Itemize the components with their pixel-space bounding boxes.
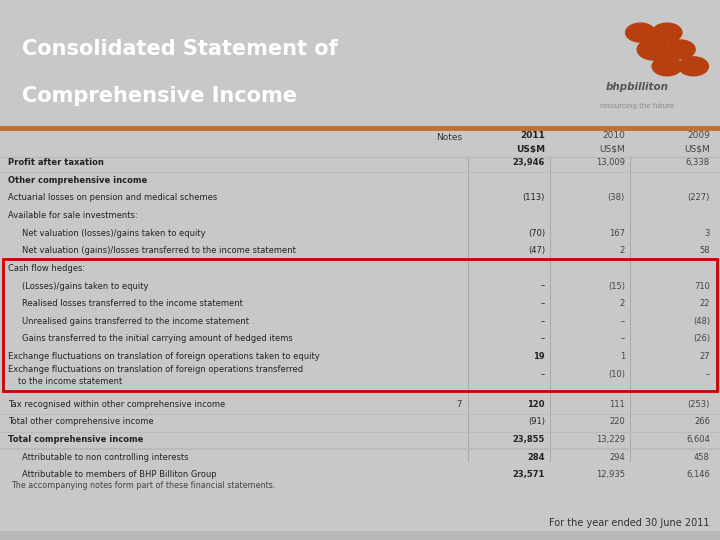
Text: to the income statement: to the income statement xyxy=(18,377,122,386)
Text: Available for sale investments:: Available for sale investments: xyxy=(8,211,138,220)
Text: 266: 266 xyxy=(694,417,710,426)
Text: (15): (15) xyxy=(608,281,625,291)
Text: –: – xyxy=(621,317,625,326)
Text: 13,229: 13,229 xyxy=(596,435,625,444)
Text: Notes: Notes xyxy=(436,133,462,141)
Text: 2: 2 xyxy=(620,299,625,308)
Text: Other comprehensive income: Other comprehensive income xyxy=(8,176,148,185)
Text: 2: 2 xyxy=(620,246,625,255)
Text: –: – xyxy=(541,334,545,343)
Text: 58: 58 xyxy=(699,246,710,255)
Text: 13,009: 13,009 xyxy=(596,158,625,167)
Text: Consolidated Statement of: Consolidated Statement of xyxy=(22,39,338,59)
Text: (26): (26) xyxy=(693,334,710,343)
Text: (70): (70) xyxy=(528,228,545,238)
Text: 23,855: 23,855 xyxy=(513,435,545,444)
Text: Realised losses transferred to the income statement: Realised losses transferred to the incom… xyxy=(22,299,243,308)
Text: For the year ended 30 June 2011: For the year ended 30 June 2011 xyxy=(549,518,709,528)
Text: Profit after taxation: Profit after taxation xyxy=(8,158,104,167)
Text: resourcing the future: resourcing the future xyxy=(600,103,674,109)
Text: 2009: 2009 xyxy=(687,131,710,140)
Text: US$M: US$M xyxy=(599,145,625,153)
Text: Total other comprehensive income: Total other comprehensive income xyxy=(8,417,153,426)
Text: 7: 7 xyxy=(456,400,462,409)
Circle shape xyxy=(652,23,682,42)
Text: Unrealised gains transferred to the income statement: Unrealised gains transferred to the inco… xyxy=(22,317,249,326)
Text: 23,946: 23,946 xyxy=(513,158,545,167)
Text: 2010: 2010 xyxy=(602,131,625,140)
Text: (91): (91) xyxy=(528,417,545,426)
Text: Exchange fluctuations on translation of foreign operations taken to equity: Exchange fluctuations on translation of … xyxy=(8,352,320,361)
Text: US$M: US$M xyxy=(516,145,545,153)
Text: (Losses)/gains taken to equity: (Losses)/gains taken to equity xyxy=(22,281,148,291)
Text: 19: 19 xyxy=(534,352,545,361)
Circle shape xyxy=(665,40,696,59)
Text: (253): (253) xyxy=(688,400,710,409)
Circle shape xyxy=(652,57,682,76)
Text: bhpbilliton: bhpbilliton xyxy=(606,83,669,92)
Circle shape xyxy=(637,39,670,60)
Text: 220: 220 xyxy=(609,417,625,426)
Circle shape xyxy=(626,23,655,42)
Text: 6,338: 6,338 xyxy=(686,158,710,167)
Text: Attributable to members of BHP Billiton Group: Attributable to members of BHP Billiton … xyxy=(22,470,217,479)
Text: 12,935: 12,935 xyxy=(596,470,625,479)
Text: Comprehensive Income: Comprehensive Income xyxy=(22,86,297,106)
Text: –: – xyxy=(541,299,545,308)
Text: 6,146: 6,146 xyxy=(686,470,710,479)
Text: (10): (10) xyxy=(608,370,625,379)
Text: –: – xyxy=(706,370,710,379)
Text: Total comprehensive income: Total comprehensive income xyxy=(8,435,143,444)
Text: The accompanying notes form part of these financial statements.: The accompanying notes form part of thes… xyxy=(11,481,275,490)
Text: Attributable to non controlling interests: Attributable to non controlling interest… xyxy=(22,453,189,462)
Text: 22: 22 xyxy=(700,299,710,308)
Text: –: – xyxy=(621,334,625,343)
Text: 111: 111 xyxy=(609,400,625,409)
Text: 458: 458 xyxy=(694,453,710,462)
Text: 1: 1 xyxy=(620,352,625,361)
Text: 120: 120 xyxy=(528,400,545,409)
Text: –: – xyxy=(541,370,545,379)
Text: (38): (38) xyxy=(608,193,625,202)
Text: Gains transferred to the initial carrying amount of hedged items: Gains transferred to the initial carryin… xyxy=(22,334,293,343)
Text: Cash flow hedges:: Cash flow hedges: xyxy=(8,264,85,273)
Text: 23,571: 23,571 xyxy=(513,470,545,479)
Text: Net valuation (gains)/losses transferred to the income statement: Net valuation (gains)/losses transferred… xyxy=(22,246,296,255)
Text: Actuarial losses on pension and medical schemes: Actuarial losses on pension and medical … xyxy=(8,193,217,202)
Circle shape xyxy=(678,57,708,76)
Text: 710: 710 xyxy=(694,281,710,291)
Text: (48): (48) xyxy=(693,317,710,326)
Text: Tax recognised within other comprehensive income: Tax recognised within other comprehensiv… xyxy=(8,400,225,409)
Text: 27: 27 xyxy=(699,352,710,361)
Text: –: – xyxy=(541,317,545,326)
Text: (227): (227) xyxy=(688,193,710,202)
Text: 167: 167 xyxy=(609,228,625,238)
Text: (47): (47) xyxy=(528,246,545,255)
Text: US$M: US$M xyxy=(684,145,710,153)
Text: –: – xyxy=(541,281,545,291)
Text: 284: 284 xyxy=(528,453,545,462)
Text: (113): (113) xyxy=(523,193,545,202)
Text: 3: 3 xyxy=(705,228,710,238)
Text: Exchange fluctuations on translation of foreign operations transferred: Exchange fluctuations on translation of … xyxy=(8,365,303,374)
Text: Net valuation (losses)/gains taken to equity: Net valuation (losses)/gains taken to eq… xyxy=(22,228,206,238)
Text: 2011: 2011 xyxy=(520,131,545,140)
Text: 294: 294 xyxy=(609,453,625,462)
Bar xyxy=(0,531,720,540)
Text: 6,604: 6,604 xyxy=(686,435,710,444)
